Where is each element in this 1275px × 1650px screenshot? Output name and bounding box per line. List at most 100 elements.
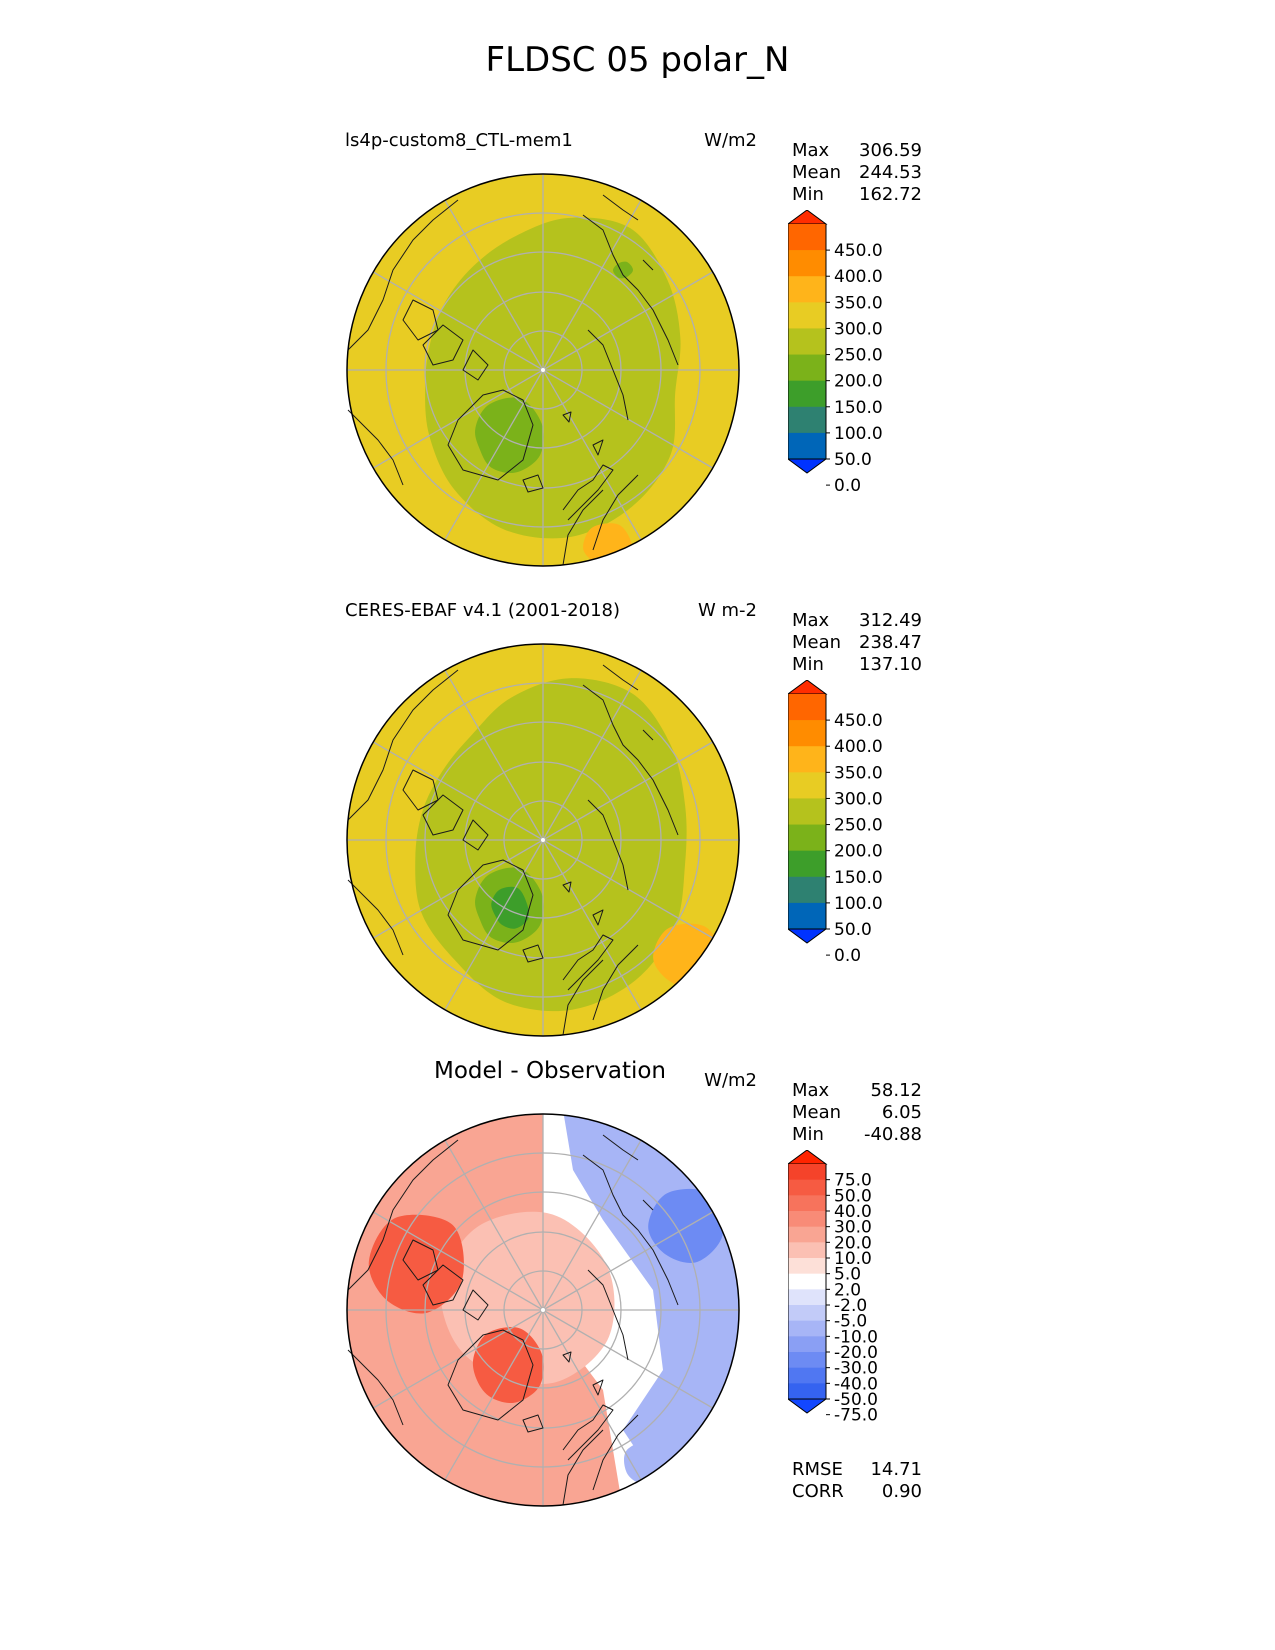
colorbar-tick-label: 400.0 — [834, 267, 883, 287]
colorbar-tick-label: 100.0 — [834, 424, 883, 444]
coastline — [447, 389, 534, 481]
colorbar-tick-label: 0.0 — [834, 476, 861, 496]
meridian-line — [372, 741, 544, 841]
coastline — [592, 1414, 639, 1491]
colorbar-tick-label: 0.0 — [834, 946, 861, 966]
units-label: W/m2 — [704, 130, 757, 151]
colorbar-tick-label: 300.0 — [834, 789, 883, 809]
coastline — [602, 664, 654, 741]
colorbar-tick-label: 40.0 — [834, 1202, 872, 1222]
colorbar-segment — [788, 1226, 826, 1243]
meridian-line — [542, 271, 714, 371]
colorbar-tick-label: 50.0 — [834, 450, 872, 470]
colorbar-segment — [788, 1352, 826, 1369]
field-strong-positive — [472, 1327, 544, 1404]
colorbar-segment — [788, 432, 826, 460]
colorbar-segment — [788, 1195, 826, 1212]
colorbar: 75.050.040.030.020.010.05.02.0-2.0-5.0-1… — [788, 1150, 878, 1426]
colorbar-tick-label: -40.0 — [834, 1374, 878, 1394]
graticule — [347, 174, 739, 566]
meridian-line — [542, 199, 642, 371]
coastline — [422, 324, 489, 381]
colorbar-segment — [788, 1273, 826, 1290]
coastline — [592, 474, 639, 551]
field-low-region — [475, 397, 544, 474]
coastline — [347, 1139, 459, 1291]
stat-mean: Mean 244.53 — [792, 162, 922, 183]
colorbar-tick-label: 30.0 — [834, 1218, 872, 1238]
colorbar-tick-label: 2.0 — [834, 1280, 861, 1300]
meridian-line — [372, 1211, 544, 1311]
units-label: W m-2 — [697, 600, 757, 621]
colorbar: 450.0 400.0 350.0 300.0 250.0 200.0 150.0 100.0… — [788, 210, 883, 496]
pole-marker — [541, 1308, 545, 1312]
colorbar-tick-label: 300.0 — [834, 319, 883, 339]
panel-title: CERES-EBAF v4.1 (2001-2018) — [345, 600, 621, 621]
colorbar-segment — [788, 1305, 826, 1322]
coastline — [402, 769, 439, 811]
meridian-line — [444, 369, 544, 541]
colorbar-max-arrow — [788, 1150, 828, 1165]
coastline — [522, 1414, 544, 1433]
colorbar-segment — [788, 302, 826, 329]
coastline — [522, 474, 544, 493]
colorbar-tick-label: 250.0 — [834, 816, 883, 836]
colorbar-tick-label: 250.0 — [834, 346, 883, 366]
coastline — [562, 1351, 604, 1396]
colorbar-segment — [788, 720, 826, 747]
coastline — [602, 1134, 654, 1211]
colorbar-tick-label: 50.0 — [834, 920, 872, 940]
colorbar-segment — [788, 406, 826, 434]
coastline — [592, 944, 639, 1021]
meridian-line — [444, 1309, 544, 1481]
meridian-line — [372, 369, 544, 469]
colorbar-tick-label: 50.0 — [834, 1186, 872, 1206]
colorbar-tick-label: 5.0 — [834, 1265, 861, 1285]
coastline — [602, 194, 654, 271]
colorbar-segment — [788, 1179, 826, 1196]
colorbar-min-arrow — [788, 1398, 828, 1414]
meridian-line — [372, 1309, 544, 1409]
colorbar-tick-label: 100.0 — [834, 894, 883, 914]
coastline — [562, 959, 604, 1036]
colorbar-segment — [788, 276, 826, 303]
meridian-line — [444, 839, 544, 1011]
metric-corr: CORR 0.90 — [792, 1481, 922, 1502]
coastline — [587, 799, 629, 891]
colorbar-segment — [788, 1367, 826, 1384]
polar-map — [346, 173, 740, 567]
coastline — [347, 669, 459, 821]
colorbar-tick-label: -5.0 — [834, 1312, 867, 1332]
metric-rmse: RMSE 14.71 — [792, 1459, 922, 1480]
units-label: W/m2 — [704, 1070, 757, 1091]
coastline — [562, 411, 604, 456]
coastlines — [347, 1134, 679, 1506]
colorbar-tick-label: -50.0 — [834, 1390, 878, 1410]
coastline — [447, 859, 534, 951]
coastline — [402, 299, 439, 341]
colorbar-tick-label: 10.0 — [834, 1249, 872, 1269]
meridian-line — [542, 741, 714, 841]
stat-max: Max 306.59 — [792, 140, 922, 161]
coastline — [422, 1264, 489, 1321]
stat-mean: Mean 6.05 — [792, 1102, 922, 1123]
polar-map — [346, 1113, 740, 1507]
map-boundary — [346, 643, 740, 1037]
colorbar-max-arrow — [788, 680, 828, 695]
colorbar-segment — [788, 772, 826, 799]
colorbar-tick-label: 200.0 — [834, 372, 883, 392]
coastline — [562, 934, 614, 991]
coastline — [562, 1429, 604, 1506]
colorbar-frame — [788, 1164, 827, 1399]
coastlines — [347, 664, 679, 1036]
colorbar: 450.0 400.0 350.0 300.0 250.0 200.0 150.0 100.0… — [788, 680, 883, 966]
stat-min: Min -40.88 — [792, 1124, 922, 1145]
colorbar-segment — [788, 328, 826, 356]
colorbar-tick-label: -10.0 — [834, 1327, 878, 1347]
colorbar-segment — [788, 250, 826, 277]
map-boundary — [346, 1113, 740, 1507]
polar-map — [346, 643, 740, 1037]
coastline — [347, 199, 459, 351]
coastline — [582, 214, 679, 366]
stat-min: Min 137.10 — [792, 654, 922, 675]
